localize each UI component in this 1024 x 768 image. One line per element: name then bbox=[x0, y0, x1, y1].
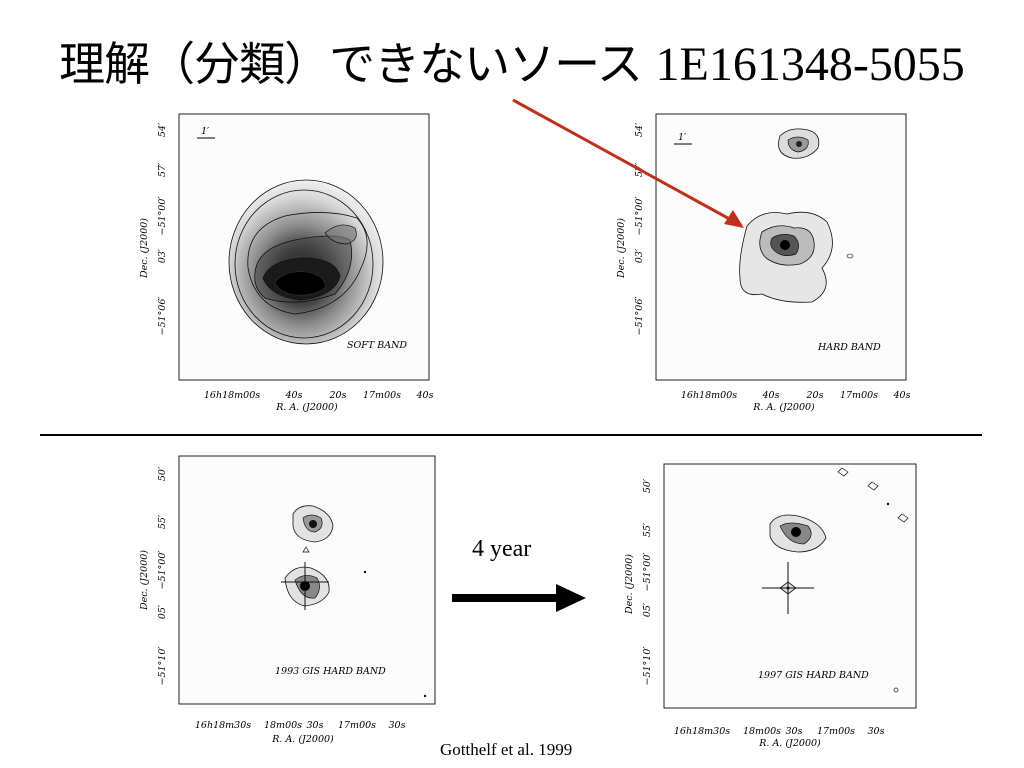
x-tick-labels: 16h18m00s 40s 20s 17m00s 40s bbox=[681, 390, 911, 401]
x-tick-label: 18m00s bbox=[264, 720, 302, 731]
y-tick-label: 03′ bbox=[634, 248, 645, 263]
y-tick-label: −51°00′ bbox=[157, 196, 168, 236]
y-axis-title: Dec. (J2000) bbox=[624, 554, 635, 615]
y-tick-labels: 54′ 57′ −51°00′ 03′ −51°06′ bbox=[157, 122, 168, 335]
x-tick-label: 40s bbox=[762, 390, 780, 401]
x-tick-label: 17m00s bbox=[840, 390, 878, 401]
y-tick-label: 50′ bbox=[642, 478, 653, 493]
y-tick-label: 57′ bbox=[157, 162, 168, 177]
scale-bar-label: 1′ bbox=[201, 126, 210, 137]
x-tick-label: 18m00s bbox=[743, 726, 781, 737]
y-tick-labels: 50′ 55′ −51°00′ 05′ −51°10′ bbox=[642, 478, 653, 685]
y-tick-labels: 50′ 55′ −51°00′ 05′ −51°10′ bbox=[157, 466, 168, 685]
gis-1997-emission bbox=[762, 467, 909, 693]
y-tick-label: −51°00′ bbox=[642, 552, 653, 592]
x-tick-label: 40s bbox=[893, 390, 911, 401]
slide-title-source: 1E161348-5055 bbox=[655, 38, 965, 91]
scale-bar-label: 1′ bbox=[678, 132, 687, 143]
y-tick-label: 50′ bbox=[157, 466, 168, 481]
gis-1993-emission bbox=[281, 505, 427, 698]
y-tick-label: −51°06′ bbox=[157, 296, 168, 336]
x-tick-label: 17m00s bbox=[363, 390, 401, 401]
x-tick-labels: 16h18m30s 18m00s 30s 17m00s 30s bbox=[674, 726, 885, 737]
citation: Gotthelf et al. 1999 bbox=[440, 740, 573, 759]
y-tick-label: 54′ bbox=[157, 122, 168, 137]
band-label: 1993 GIS HARD BAND bbox=[275, 666, 386, 677]
gis-1997-image: 50′ 55′ −51°00′ 05′ −51°10′ Dec. (J2000)… bbox=[624, 463, 917, 749]
y-tick-label: 55′ bbox=[642, 522, 653, 537]
x-tick-label: 17m00s bbox=[338, 720, 376, 731]
x-axis-title: R. A. (J2000) bbox=[752, 402, 815, 413]
panel-1997-gis-hard-band: 50′ 55′ −51°00′ 05′ −51°10′ Dec. (J2000)… bbox=[618, 460, 938, 760]
x-tick-label: 30s bbox=[868, 726, 885, 737]
panel-1993-gis-hard-band: 50′ 55′ −51°00′ 05′ −51°10′ Dec. (J2000)… bbox=[135, 452, 455, 752]
band-label: SOFT BAND bbox=[347, 340, 407, 351]
x-tick-label: 17m00s bbox=[817, 726, 855, 737]
x-tick-labels: 16h18m00s 40s 20s 17m00s 40s bbox=[204, 390, 434, 401]
y-tick-label: 05′ bbox=[157, 604, 168, 619]
hard-band-emission bbox=[739, 128, 854, 303]
gis-1993-image: 50′ 55′ −51°00′ 05′ −51°10′ Dec. (J2000)… bbox=[139, 455, 436, 745]
y-tick-label: −51°06′ bbox=[634, 296, 645, 336]
x-tick-labels: 16h18m30s 18m00s 30s 17m00s 30s bbox=[195, 720, 406, 731]
y-tick-labels: 54′ 57′ −51°00′ 03′ −51°06′ bbox=[634, 122, 645, 335]
band-label: 1997 GIS HARD BAND bbox=[758, 670, 869, 681]
panel-soft-band: 1′ 54′ 57′ −51°00′ 03′ −51°06′ Dec. (J20… bbox=[135, 108, 455, 428]
time-arrow bbox=[452, 584, 586, 612]
x-tick-label: 16h18m30s bbox=[195, 720, 251, 731]
x-tick-label: 30s bbox=[307, 720, 324, 731]
x-tick-label: 30s bbox=[389, 720, 406, 731]
x-tick-label: 16h18m00s bbox=[681, 390, 737, 401]
x-tick-label: 20s bbox=[806, 390, 824, 401]
x-tick-label: 30s bbox=[786, 726, 803, 737]
slide-title-jp: 理解（分類）できないソース bbox=[59, 37, 643, 91]
y-tick-label: −51°00′ bbox=[157, 550, 168, 590]
x-tick-label: 20s bbox=[329, 390, 347, 401]
time-span-label: 4 year bbox=[472, 536, 532, 562]
hard-band-image: 1′ 54′ 57′ −51°00′ 03′ −51°06′ Dec. (J20… bbox=[616, 113, 911, 413]
y-axis-title: Dec. (J2000) bbox=[616, 218, 627, 279]
y-tick-label: −51°10′ bbox=[642, 646, 653, 686]
x-axis-title: R. A. (J2000) bbox=[275, 402, 338, 413]
y-axis-title: Dec. (J2000) bbox=[139, 218, 150, 279]
x-tick-label: 16h18m30s bbox=[674, 726, 730, 737]
x-tick-label: 40s bbox=[285, 390, 303, 401]
y-tick-label: 05′ bbox=[642, 602, 653, 617]
y-tick-label: 55′ bbox=[157, 514, 168, 529]
band-label: HARD BAND bbox=[817, 342, 881, 353]
y-tick-label: −51°00′ bbox=[634, 196, 645, 236]
x-tick-label: 40s bbox=[416, 390, 434, 401]
soft-band-emission bbox=[228, 179, 384, 345]
x-tick-label: 16h18m00s bbox=[204, 390, 260, 401]
slide-title: 理解（分類）できないソース 1E161348-5055 bbox=[0, 28, 1024, 94]
horizontal-divider bbox=[40, 434, 982, 436]
x-axis-title: R. A. (J2000) bbox=[271, 734, 334, 745]
y-tick-label: 54′ bbox=[634, 122, 645, 137]
y-tick-label: −51°10′ bbox=[157, 646, 168, 686]
soft-band-image: 1′ 54′ 57′ −51°00′ 03′ −51°06′ Dec. (J20… bbox=[139, 113, 434, 413]
x-axis-title: R. A. (J2000) bbox=[758, 738, 821, 749]
y-tick-label: 57′ bbox=[634, 162, 645, 177]
y-tick-label: 03′ bbox=[157, 248, 168, 263]
panel-hard-band: 1′ 54′ 57′ −51°00′ 03′ −51°06′ Dec. (J20… bbox=[612, 108, 932, 428]
y-axis-title: Dec. (J2000) bbox=[139, 550, 150, 611]
